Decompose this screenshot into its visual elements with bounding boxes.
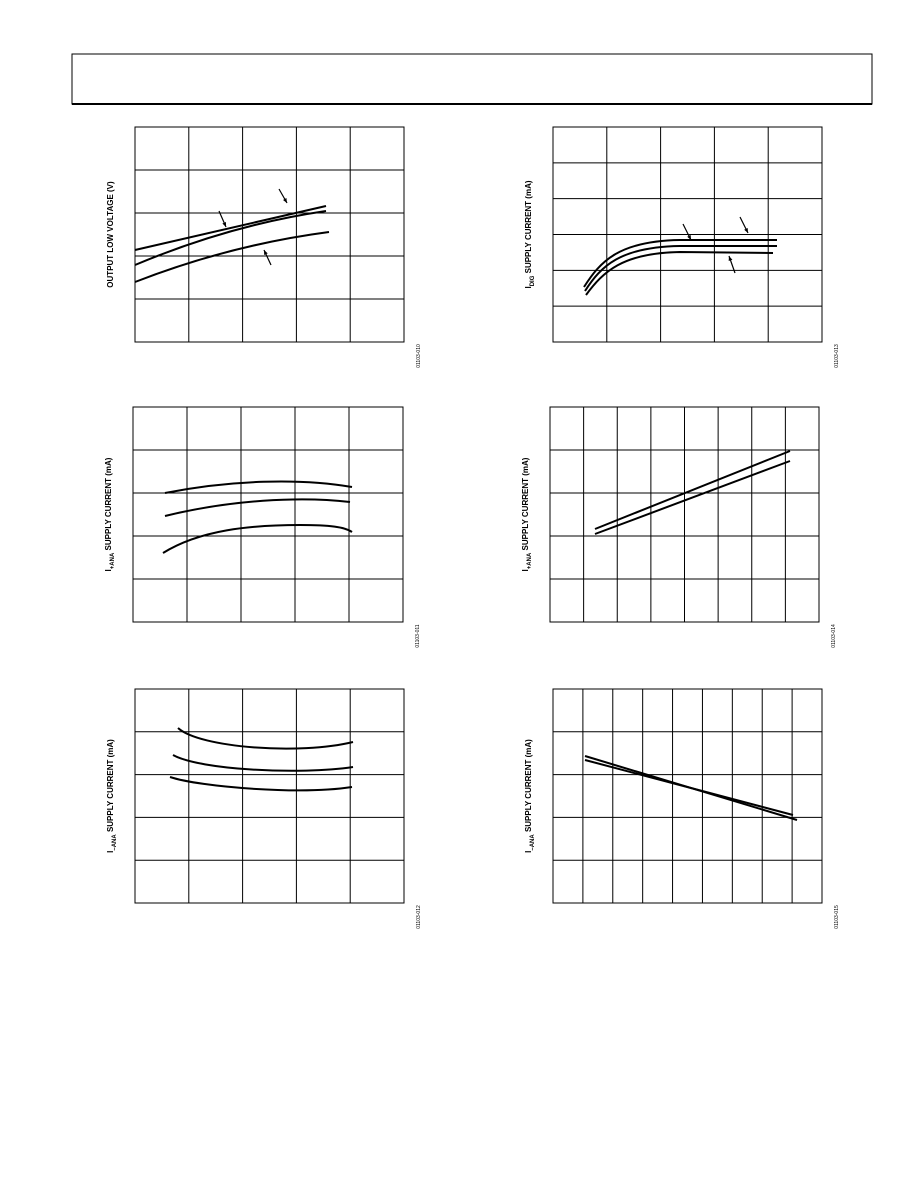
curve xyxy=(134,231,330,283)
curve xyxy=(162,523,353,554)
figure-id: 01103-011 xyxy=(415,624,421,647)
plot-frame xyxy=(134,688,405,904)
label-subscript: +ANA xyxy=(110,552,116,569)
arrow-head xyxy=(222,222,226,227)
curve xyxy=(594,460,791,535)
figure: I–ANA SUPPLY CURRENT (mA) 01103-015 xyxy=(524,688,840,929)
plot-frame xyxy=(134,126,405,343)
curve xyxy=(134,205,327,251)
label-rest: SUPPLY CURRENT (mA) xyxy=(524,180,533,275)
figure-id: 01103-012 xyxy=(416,905,422,929)
figure-id: 01103-010 xyxy=(416,344,422,368)
figure-id: 01103-015 xyxy=(834,905,840,929)
label-main: I xyxy=(106,851,115,853)
figure-id: 01103-013 xyxy=(834,344,840,368)
curve xyxy=(584,245,777,292)
label-rest: SUPPLY CURRENT (mA) xyxy=(524,739,533,834)
curve xyxy=(134,210,327,266)
curve xyxy=(169,776,353,792)
figure: I–ANA SUPPLY CURRENT (mA) 01103-012 xyxy=(106,688,422,929)
y-axis-label: I–ANA SUPPLY CURRENT (mA) xyxy=(524,739,536,853)
curve xyxy=(584,759,794,816)
curve xyxy=(164,480,353,494)
curve xyxy=(585,250,774,296)
label-main: I xyxy=(104,569,113,571)
header-box xyxy=(71,53,873,105)
label-subscript: –ANA xyxy=(112,834,118,851)
curve xyxy=(164,498,351,517)
y-axis-label: I+ANA SUPPLY CURRENT (mA) xyxy=(521,457,533,571)
label-subscript: –ANA xyxy=(530,834,536,851)
curve xyxy=(172,754,354,772)
figure: IDIG SUPPLY CURRENT (mA) 01103-013 xyxy=(524,126,840,368)
label-rest: SUPPLY CURRENT (mA) xyxy=(521,457,530,552)
arrow-head xyxy=(687,235,691,240)
label-subscript: DIG xyxy=(530,275,536,286)
curve xyxy=(583,239,777,288)
figure-id: 01103-014 xyxy=(831,624,837,648)
plot-frame xyxy=(132,406,404,623)
label-main: I xyxy=(521,569,530,571)
curve xyxy=(594,450,791,530)
figure: OUTPUT LOW VOLTAGE (V) 01103-010 xyxy=(106,126,422,368)
y-axis-label: I+ANA SUPPLY CURRENT (mA) xyxy=(104,457,116,571)
arrow-head xyxy=(283,198,287,203)
y-axis-label: OUTPUT LOW VOLTAGE (V) xyxy=(106,181,115,288)
plot-frame xyxy=(552,688,823,904)
figure: I+ANA SUPPLY CURRENT (mA) 01103-011 xyxy=(104,406,421,648)
figure: I+ANA SUPPLY CURRENT (mA) 01103-014 xyxy=(521,406,837,648)
label-main: I xyxy=(524,851,533,853)
label-rest: SUPPLY CURRENT (mA) xyxy=(104,457,113,552)
label-rest: SUPPLY CURRENT (mA) xyxy=(106,739,115,834)
y-axis-label: I–ANA SUPPLY CURRENT (mA) xyxy=(106,739,118,853)
curve xyxy=(177,727,354,750)
arrow-head xyxy=(264,250,268,255)
arrow-head xyxy=(744,228,748,233)
y-axis-label: IDIG SUPPLY CURRENT (mA) xyxy=(524,180,536,288)
label-main: OUTPUT LOW VOLTAGE (V) xyxy=(106,181,115,288)
label-subscript: +ANA xyxy=(527,552,533,569)
arrow-head xyxy=(728,256,733,261)
label-main: I xyxy=(524,286,533,288)
